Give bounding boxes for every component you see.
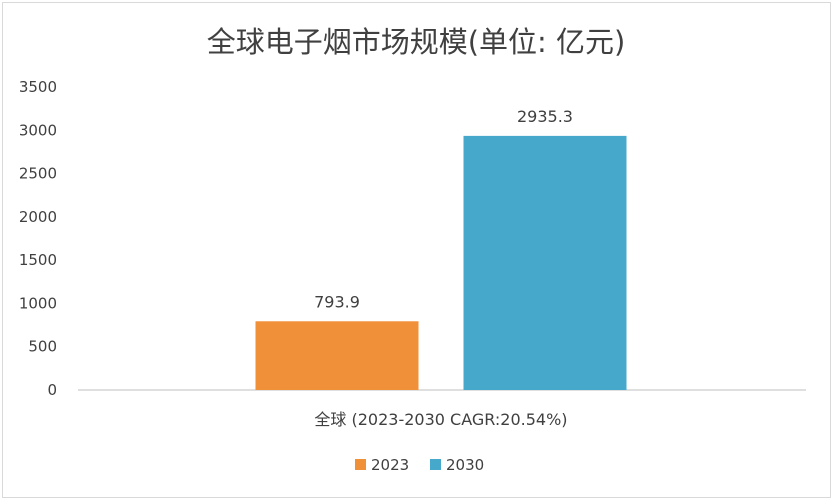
data-label-2030: 2935.3: [517, 107, 573, 126]
legend: 2023 2030: [355, 456, 484, 474]
y-tick-label: 3500: [19, 78, 57, 96]
bars: 793.9 2935.3: [255, 107, 627, 390]
y-axis: 0 500 1000 1500 2000 2500 3000 3500: [19, 78, 57, 399]
y-tick-label: 3000: [19, 121, 57, 139]
legend-swatch-2030: [430, 459, 441, 470]
y-tick-label: 0: [47, 381, 57, 399]
y-tick-label: 2500: [19, 165, 57, 183]
bar-2023: [255, 321, 419, 390]
y-tick-label: 2000: [19, 208, 57, 226]
y-tick-label: 1500: [19, 251, 57, 269]
y-tick-label: 500: [28, 338, 57, 356]
y-tick-label: 1000: [19, 294, 57, 312]
bar-2030: [463, 135, 627, 390]
data-label-2023: 793.9: [314, 292, 360, 311]
legend-label-2023: 2023: [371, 456, 409, 474]
x-category-label: 全球 (2023-2030 CAGR:20.54%): [314, 410, 567, 429]
legend-label-2030: 2030: [446, 456, 484, 474]
legend-swatch-2023: [355, 459, 366, 470]
chart-title: 全球电子烟市场规模(单位: 亿元): [207, 25, 626, 59]
